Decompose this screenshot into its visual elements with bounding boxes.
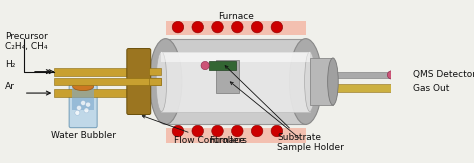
Text: Sample Holder: Sample Holder: [230, 82, 344, 152]
FancyBboxPatch shape: [210, 61, 236, 70]
Circle shape: [271, 125, 283, 137]
FancyBboxPatch shape: [95, 90, 128, 96]
Text: Substrate: Substrate: [225, 66, 321, 142]
FancyBboxPatch shape: [333, 84, 395, 92]
FancyBboxPatch shape: [55, 67, 128, 76]
Text: Furnace: Furnace: [210, 136, 246, 145]
Text: Furnace: Furnace: [218, 12, 254, 21]
Text: Ar: Ar: [5, 82, 15, 91]
FancyBboxPatch shape: [310, 58, 333, 105]
Circle shape: [387, 71, 396, 79]
Circle shape: [76, 105, 82, 110]
Text: H₂: H₂: [5, 60, 15, 69]
Text: Flow Controllers: Flow Controllers: [142, 115, 247, 145]
FancyBboxPatch shape: [149, 78, 162, 85]
Ellipse shape: [156, 52, 167, 111]
Text: Precursor
C₂H₄, CH₄: Precursor C₂H₄, CH₄: [5, 32, 47, 52]
Circle shape: [192, 125, 203, 137]
Circle shape: [75, 110, 80, 115]
FancyBboxPatch shape: [165, 21, 306, 35]
Circle shape: [172, 21, 184, 33]
Circle shape: [231, 21, 243, 33]
FancyBboxPatch shape: [165, 128, 306, 142]
Circle shape: [212, 125, 223, 137]
Ellipse shape: [73, 82, 94, 91]
Circle shape: [81, 100, 86, 105]
FancyBboxPatch shape: [162, 52, 310, 111]
Circle shape: [212, 21, 223, 33]
FancyBboxPatch shape: [165, 39, 306, 124]
Circle shape: [251, 125, 263, 137]
FancyBboxPatch shape: [73, 88, 94, 110]
Circle shape: [86, 102, 91, 107]
Ellipse shape: [290, 39, 322, 124]
Circle shape: [84, 108, 89, 113]
Circle shape: [192, 21, 203, 33]
Circle shape: [251, 21, 263, 33]
Text: Water Bubbler: Water Bubbler: [51, 131, 116, 140]
Ellipse shape: [328, 58, 338, 105]
FancyBboxPatch shape: [162, 52, 310, 62]
FancyBboxPatch shape: [55, 89, 128, 97]
FancyBboxPatch shape: [69, 85, 97, 128]
Circle shape: [201, 61, 210, 70]
Circle shape: [271, 21, 283, 33]
FancyBboxPatch shape: [333, 72, 395, 78]
FancyBboxPatch shape: [127, 49, 151, 114]
FancyBboxPatch shape: [216, 60, 239, 93]
Ellipse shape: [149, 39, 182, 124]
Text: QMS Detector: QMS Detector: [413, 70, 474, 79]
Text: Gas Out: Gas Out: [413, 84, 449, 93]
FancyBboxPatch shape: [149, 68, 162, 75]
Circle shape: [231, 125, 243, 137]
FancyBboxPatch shape: [55, 78, 162, 85]
Circle shape: [172, 125, 184, 137]
Ellipse shape: [305, 52, 315, 111]
